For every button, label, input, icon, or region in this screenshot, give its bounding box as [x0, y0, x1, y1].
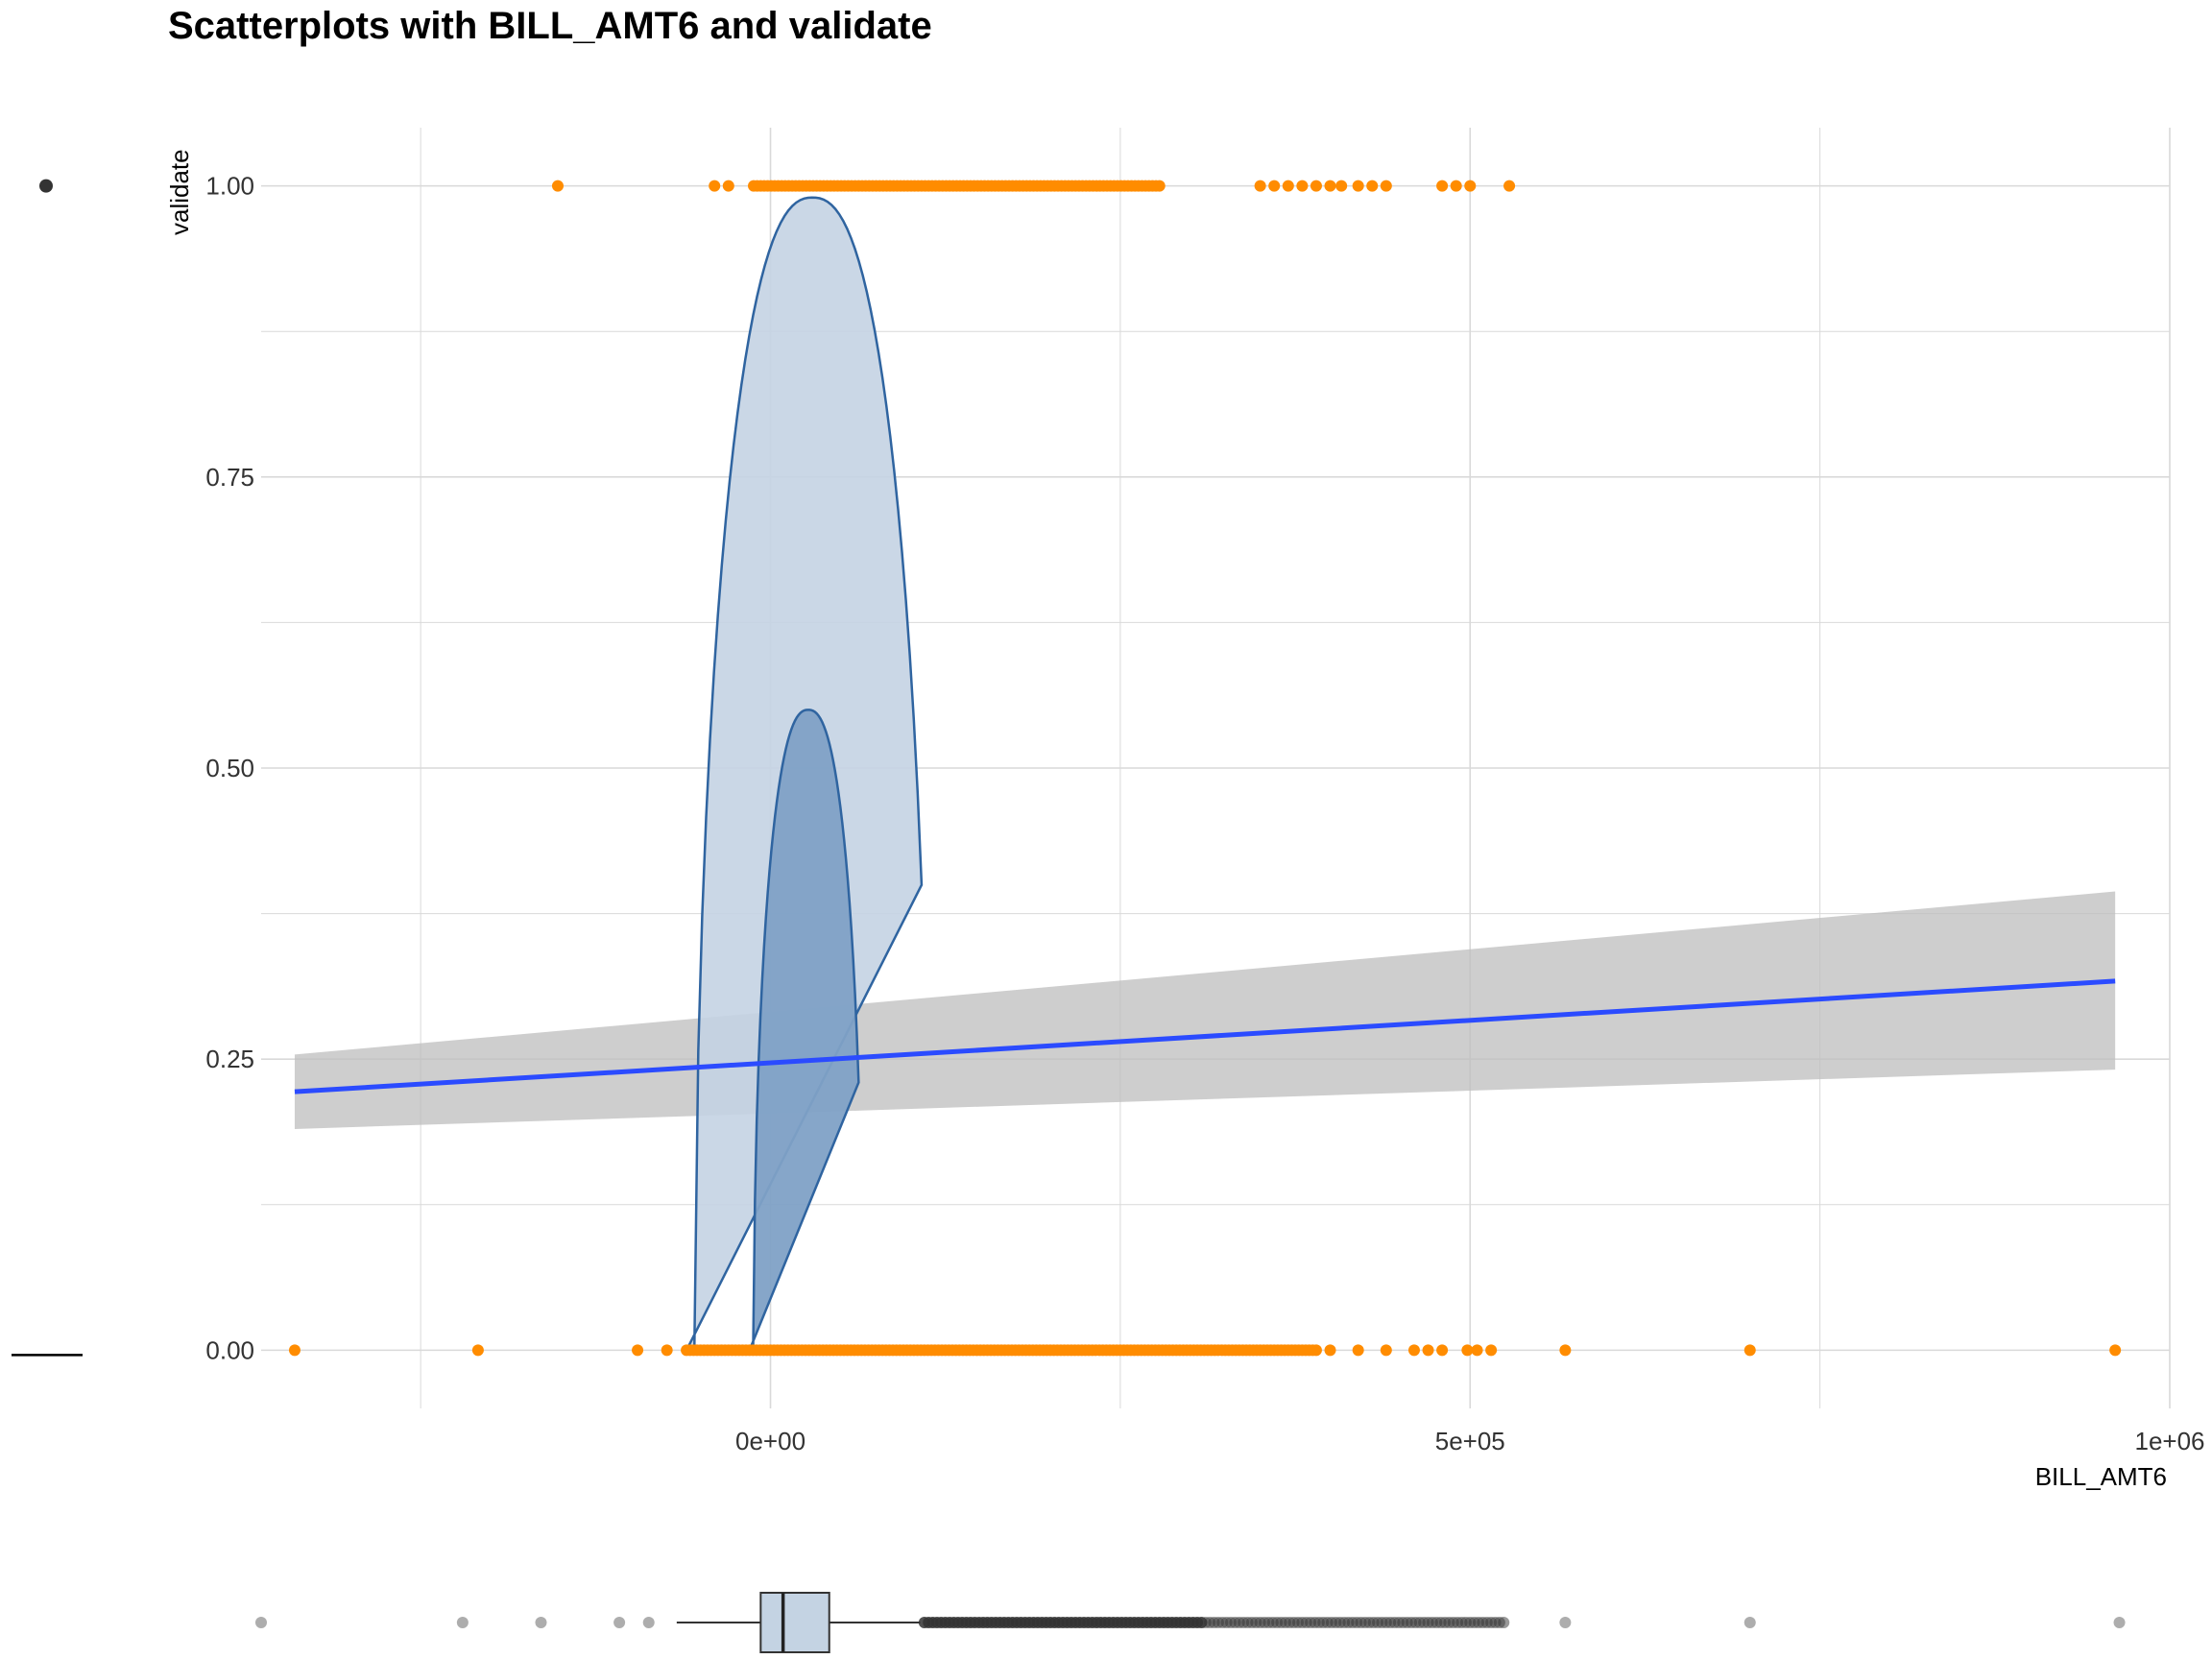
- marginal-boxplot: [255, 1592, 2126, 1653]
- boxplot-outlier: [255, 1617, 267, 1628]
- data-point: [1310, 180, 1322, 192]
- grid-lines: [261, 128, 2171, 1408]
- boxplot-outlier: [2113, 1617, 2126, 1628]
- data-point: [1366, 180, 1379, 192]
- data-point: [1422, 1344, 1434, 1357]
- boxplot-outlier: [1743, 1617, 1756, 1628]
- scatter-points: [288, 180, 2122, 1357]
- data-point: [1380, 180, 1392, 192]
- y-tick-label: 0.00: [205, 1335, 254, 1364]
- boxplot-outlier: [613, 1617, 626, 1628]
- data-point: [1324, 1344, 1336, 1357]
- data-point: [632, 1344, 644, 1357]
- boxplot-outlier: [1559, 1617, 1572, 1628]
- data-point: [1310, 1344, 1322, 1357]
- data-point: [1464, 180, 1477, 192]
- y-axis-title: validate: [165, 149, 194, 235]
- density-contours: [685, 196, 924, 1352]
- x-tick-label: 1e+06: [2134, 1427, 2204, 1455]
- data-point: [1296, 180, 1309, 192]
- data-point: [1380, 1344, 1392, 1357]
- data-point: [1153, 180, 1166, 192]
- data-point: [1352, 1344, 1364, 1357]
- data-point: [1282, 180, 1294, 192]
- confidence-band-area: [294, 891, 2116, 1129]
- data-point: [1743, 1344, 1756, 1357]
- density-contour-inner: [747, 709, 860, 1352]
- data-point: [471, 1344, 484, 1357]
- boxplot-outlier: [456, 1617, 469, 1628]
- data-point: [2109, 1344, 2122, 1357]
- data-point: [1461, 1344, 1474, 1357]
- boxplot-box: [759, 1592, 830, 1653]
- data-point: [1324, 180, 1336, 192]
- data-point: [722, 180, 734, 192]
- fit-line: [294, 978, 2116, 1094]
- data-point: [1254, 180, 1266, 192]
- y-tick-label: 1.00: [205, 172, 254, 201]
- boxplot-outlier: [642, 1617, 655, 1628]
- y-tick-label: 0.50: [205, 754, 254, 782]
- data-point: [551, 180, 564, 192]
- y-tick-label: 0.25: [205, 1045, 254, 1073]
- data-point: [1485, 1344, 1498, 1357]
- data-point: [1352, 180, 1364, 192]
- x-axis-ticks: 0e+00 5e+05 1e+06: [735, 1427, 2205, 1455]
- data-point: [1559, 1344, 1572, 1357]
- legend-point-key: [39, 179, 53, 193]
- fit-line-group: [294, 978, 2116, 1094]
- boxplot-outlier: [535, 1617, 547, 1628]
- y-tick-label: 0.75: [205, 463, 254, 492]
- data-point: [288, 1344, 301, 1357]
- data-point: [1407, 1344, 1420, 1357]
- data-point: [1436, 180, 1449, 192]
- confidence-band: [294, 891, 2116, 1129]
- x-axis-title: BILL_AMT6: [2035, 1462, 2167, 1491]
- data-point: [1436, 1344, 1449, 1357]
- boxplot-outlier: [1498, 1617, 1510, 1628]
- data-point: [661, 1344, 673, 1357]
- x-tick-label: 0e+00: [735, 1427, 805, 1455]
- data-point: [1335, 180, 1348, 192]
- legend-keys: [12, 179, 83, 1357]
- data-point: [1450, 180, 1462, 192]
- y-axis-ticks: 0.00 0.25 0.50 0.75 1.00: [205, 172, 254, 1365]
- data-point: [1471, 1344, 1483, 1357]
- x-tick-label: 5e+05: [1435, 1427, 1505, 1455]
- data-point: [1503, 180, 1516, 192]
- data-point: [709, 180, 721, 192]
- data-point: [1268, 180, 1281, 192]
- chart-title: Scatterplots with BILL_AMT6 and validate: [168, 5, 932, 47]
